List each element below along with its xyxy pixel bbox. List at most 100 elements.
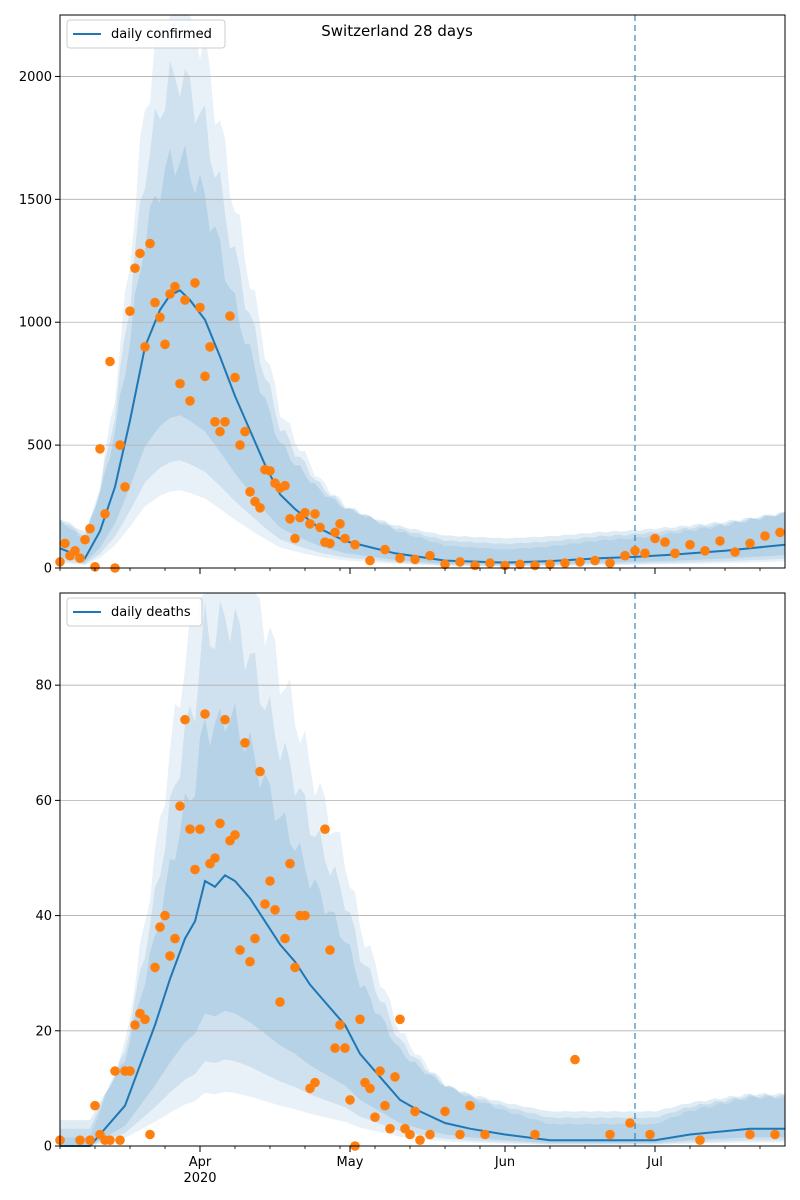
confirmed-data-point: [660, 537, 670, 547]
deaths-data-point: [370, 1112, 380, 1122]
confirmed-data-point: [180, 295, 190, 305]
confirmed-y-axis: 0 500 1000 1500 2000: [19, 70, 60, 577]
confirmed-data-point: [75, 553, 85, 563]
confirmed-data-point: [530, 560, 540, 571]
deaths-data-point: [265, 876, 275, 886]
deaths-data-point: [290, 962, 300, 973]
deaths-data-point: [365, 1083, 375, 1094]
confirmed-data-point: [590, 555, 600, 566]
deaths-data-point: [425, 1129, 435, 1140]
confirmed-data-point: [215, 426, 225, 437]
deaths-legend: daily deaths: [66, 597, 203, 627]
confirmed-data-point: [230, 372, 240, 383]
confirmed-data-point: [700, 546, 710, 556]
confirmed-data-point: [185, 396, 195, 406]
deaths-x-tick-label: Jul: [646, 1155, 663, 1170]
confirmed-data-point: [60, 538, 70, 549]
confirmed-data-point: [315, 522, 325, 533]
confirmed-data-point: [175, 378, 185, 389]
confirmed-data-point: [775, 527, 785, 538]
deaths-observed-points: [55, 709, 780, 1151]
confirmed-data-point: [190, 278, 200, 288]
confirmed-data-point: [365, 555, 375, 566]
confirmed-data-point: [85, 523, 95, 534]
deaths-gridlines: [60, 684, 785, 1032]
confirmed-data-point: [325, 538, 335, 549]
confirmed-data-point: [165, 289, 175, 299]
deaths-data-point: [385, 1123, 395, 1134]
confirmed-data-point: [220, 417, 230, 427]
confirmed-x-axis: [59, 568, 761, 574]
confirmed-y-tick-label: 1000: [19, 316, 52, 331]
confirmed-data-point: [255, 503, 265, 513]
confirmed-data-point: [330, 527, 340, 538]
confirmed-data-point: [485, 558, 495, 568]
confirmed-observed-points: [55, 238, 785, 573]
deaths-data-point: [160, 910, 170, 921]
confirmed-data-point: [425, 550, 435, 561]
confirmed-plot-frame: [59, 14, 786, 569]
deaths-uncertainty-bands: [60, 593, 785, 1146]
confirmed-data-point: [100, 509, 110, 519]
deaths-data-point: [455, 1129, 465, 1140]
confirmed-data-point: [70, 546, 80, 556]
confirmed-panel: 0 500 1000 1500 2000 Switzerland 28 days dai…: [19, 14, 786, 577]
confirmed-data-point: [335, 519, 345, 529]
deaths-data-point: [170, 933, 180, 944]
confirmed-data-point: [640, 548, 650, 559]
deaths-data-point: [390, 1072, 400, 1082]
deaths-band-2: [60, 600, 785, 1146]
deaths-data-point: [105, 1135, 115, 1145]
confirmed-data-point: [290, 533, 300, 544]
deaths-legend-label: daily deaths: [111, 605, 191, 620]
deaths-data-point: [260, 899, 270, 909]
deaths-data-point: [200, 709, 210, 719]
deaths-data-point: [395, 1014, 405, 1025]
confirmed-data-point: [225, 311, 235, 321]
confirmed-data-point: [605, 558, 615, 568]
deaths-data-point: [150, 962, 160, 973]
deaths-data-point: [145, 1129, 155, 1140]
confirmed-data-point: [440, 559, 450, 570]
confirmed-data-point: [280, 480, 290, 491]
deaths-data-point: [745, 1129, 755, 1140]
confirmed-data-point: [305, 519, 315, 529]
deaths-x-tick-label: Jun: [494, 1155, 515, 1170]
confirmed-data-point: [130, 263, 140, 274]
deaths-data-point: [605, 1129, 615, 1140]
deaths-data-point: [115, 1135, 125, 1145]
deaths-y-tick-label: 0: [44, 1140, 52, 1155]
deaths-data-point: [625, 1118, 635, 1128]
confirmed-data-point: [120, 482, 130, 492]
confirmed-data-point: [235, 440, 245, 450]
deaths-band-1: [60, 593, 785, 1146]
confirmed-data-point: [140, 342, 150, 352]
deaths-data-point: [90, 1100, 100, 1111]
confirmed-data-point: [145, 238, 155, 249]
deaths-model-line: [60, 874, 785, 1147]
confirmed-band-2: [60, 60, 785, 566]
deaths-data-point: [250, 933, 260, 944]
deaths-y-tick-label: 40: [35, 909, 52, 924]
deaths-data-point: [410, 1106, 420, 1117]
deaths-data-point: [415, 1135, 425, 1145]
confirmed-data-point: [245, 487, 255, 497]
confirmed-data-point: [340, 533, 350, 544]
deaths-y-tick-label: 20: [35, 1024, 52, 1039]
confirmed-data-point: [730, 547, 740, 557]
deaths-data-point: [405, 1129, 415, 1140]
deaths-data-point: [440, 1106, 450, 1117]
confirmed-data-point: [200, 371, 210, 382]
deaths-y-tick-label: 60: [35, 794, 52, 809]
confirmed-data-point: [620, 550, 630, 561]
confirmed-data-point: [515, 559, 525, 570]
confirmed-data-point: [670, 548, 680, 559]
deaths-legend-box: [66, 597, 203, 627]
confirmed-data-point: [115, 440, 125, 450]
deaths-y-tick-label: 80: [35, 679, 52, 694]
confirmed-data-point: [310, 509, 320, 519]
deaths-data-point: [125, 1066, 135, 1076]
confirmed-data-point: [170, 281, 180, 292]
deaths-data-point: [255, 766, 265, 777]
